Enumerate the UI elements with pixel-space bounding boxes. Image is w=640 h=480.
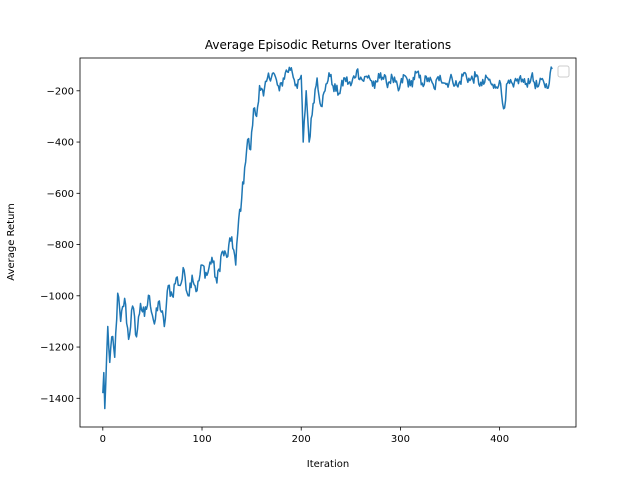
x-tick-label: 300 — [391, 434, 410, 445]
y-tick-label: −1000 — [40, 291, 74, 302]
plot-frame — [79, 57, 577, 428]
y-tick-label: −200 — [47, 86, 74, 97]
legend-box — [557, 65, 570, 78]
y-tick-label: −600 — [47, 189, 74, 200]
chart-title: Average Episodic Returns Over Iterations — [205, 38, 451, 52]
x-tick-label: 100 — [192, 434, 211, 445]
y-axis-label: Average Return — [6, 203, 17, 280]
y-tick-label: −800 — [47, 240, 74, 251]
x-axis-label: Iteration — [307, 459, 349, 470]
y-tick-label: −1200 — [40, 343, 74, 354]
x-tick-label: 400 — [490, 434, 509, 445]
x-tick-label: 200 — [292, 434, 311, 445]
series-line — [102, 66, 553, 410]
x-tick-label: 0 — [100, 434, 106, 445]
y-tick-label: −1400 — [40, 394, 74, 405]
y-tick-label: −400 — [47, 138, 74, 149]
